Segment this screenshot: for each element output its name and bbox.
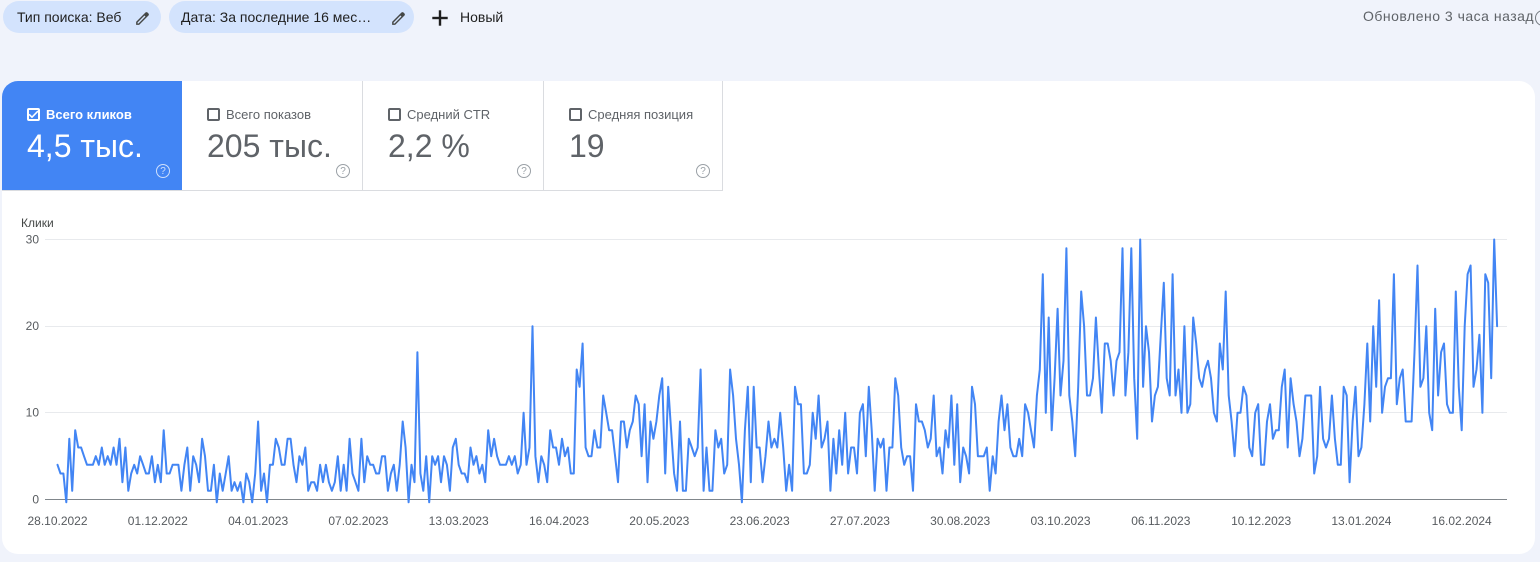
svg-text:16.02.2024: 16.02.2024 (1432, 514, 1492, 528)
svg-text:27.07.2023: 27.07.2023 (830, 514, 890, 528)
svg-text:10.12.2023: 10.12.2023 (1231, 514, 1291, 528)
svg-text:07.02.2023: 07.02.2023 (328, 514, 388, 528)
svg-text:16.04.2023: 16.04.2023 (529, 514, 589, 528)
svg-text:20.05.2023: 20.05.2023 (629, 514, 689, 528)
svg-text:0: 0 (32, 492, 39, 506)
svg-text:03.10.2023: 03.10.2023 (1030, 514, 1090, 528)
svg-text:06.11.2023: 06.11.2023 (1131, 514, 1190, 528)
svg-text:20: 20 (26, 319, 40, 333)
svg-text:13.01.2024: 13.01.2024 (1331, 514, 1391, 528)
svg-text:30.08.2023: 30.08.2023 (930, 514, 990, 528)
svg-text:28.10.2022: 28.10.2022 (27, 514, 87, 528)
svg-text:23.06.2023: 23.06.2023 (730, 514, 790, 528)
svg-text:01.12.2022: 01.12.2022 (128, 514, 188, 528)
svg-text:30: 30 (26, 233, 40, 247)
svg-text:04.01.2023: 04.01.2023 (228, 514, 288, 528)
svg-text:10: 10 (26, 406, 40, 420)
svg-text:13.03.2023: 13.03.2023 (429, 514, 489, 528)
